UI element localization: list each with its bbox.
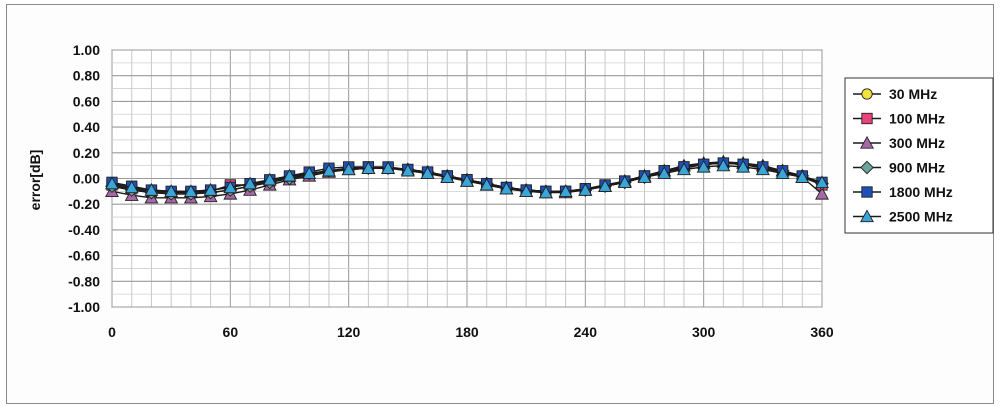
y-tick-label: -0.40 [68,222,100,238]
series-layer [105,154,829,204]
data-point [223,180,238,194]
grid [111,49,823,308]
data-point [519,184,534,198]
legend-item: 300 MHz [853,135,945,151]
legend-marker [861,186,873,198]
data-point [696,159,711,173]
data-point [657,166,672,180]
data-point [795,170,810,183]
y-tick-label: 0.00 [73,171,100,187]
x-tick-label: 300 [692,324,716,340]
y-tick-label: -0.20 [68,196,100,212]
data-point [755,162,770,176]
legend-marker [860,160,874,175]
x-tick-label: 60 [223,324,239,340]
legend-box [844,77,994,234]
legend-marker [860,135,874,149]
legend: 30 MHz 100 MHz 300 MHz 900 MHz 1800 MHz 2500 … [844,77,994,234]
legend-marker [861,112,873,125]
data-point [538,185,553,199]
y-tick-label: 0.40 [73,119,100,135]
data-point [815,186,829,200]
y-tick-label: -0.60 [68,248,100,264]
y-tick-label: 0.20 [73,145,100,161]
y-tick-label: -0.80 [68,273,100,289]
data-point [341,162,356,176]
y-tick-label: -1.00 [68,299,100,315]
data-point [183,184,198,198]
legend-label: 100 MHz [889,111,945,127]
data-point [617,175,632,189]
data-point [302,166,317,180]
data-point [420,166,435,180]
data-point [321,163,336,177]
data-point [400,163,415,177]
legend-item: 2500 MHz [853,209,953,225]
data-point [164,184,179,198]
data-point [558,184,573,198]
data-point [144,182,159,196]
data-point [105,176,119,190]
data-point [282,168,297,182]
series-2500-mhz [105,158,829,199]
data-point [598,179,613,192]
y-tick-label: 1.00 [73,42,100,58]
legend-label: 30 MHz [889,86,937,102]
data-point [262,172,277,186]
data-point [815,175,829,189]
x-tick-label: 240 [574,324,598,340]
legend-item: 1800 MHz [853,184,953,200]
y-tick-label: 0.60 [73,93,100,109]
ticks-layer: 1.00 0.80 0.60 0.40 0.20 0.00 -0.20 -0.40 -0.60 -… [68,42,834,340]
data-point [499,181,514,195]
data-point [676,162,691,176]
data-point [440,170,455,183]
y-axis-title: error[dB] [27,150,43,211]
legend-marker [860,209,874,223]
legend-marker [861,88,873,100]
legend-label: 300 MHz [889,135,945,151]
data-point [381,161,396,174]
data-point [479,177,494,191]
x-tick-label: 120 [337,324,361,340]
legend-item: 30 MHz [853,86,937,102]
data-point [716,158,731,172]
legend-item: 100 MHz [853,111,945,127]
data-point [243,176,258,190]
y-tick-label: 0.80 [73,68,100,84]
data-point [203,182,218,196]
x-tick-label: 0 [108,324,116,340]
legend-label: 1800 MHz [889,184,953,200]
data-point [460,173,474,187]
data-point [578,182,593,196]
data-point [775,166,790,180]
data-point [361,161,376,174]
legend-label: 900 MHz [889,160,945,176]
legend-label: 2500 MHz [889,209,953,225]
data-point [637,170,652,183]
data-point [736,159,751,173]
data-point [124,180,139,194]
x-tick-label: 360 [810,324,834,340]
x-tick-label: 180 [455,324,479,340]
legend-item: 900 MHz [853,160,945,176]
